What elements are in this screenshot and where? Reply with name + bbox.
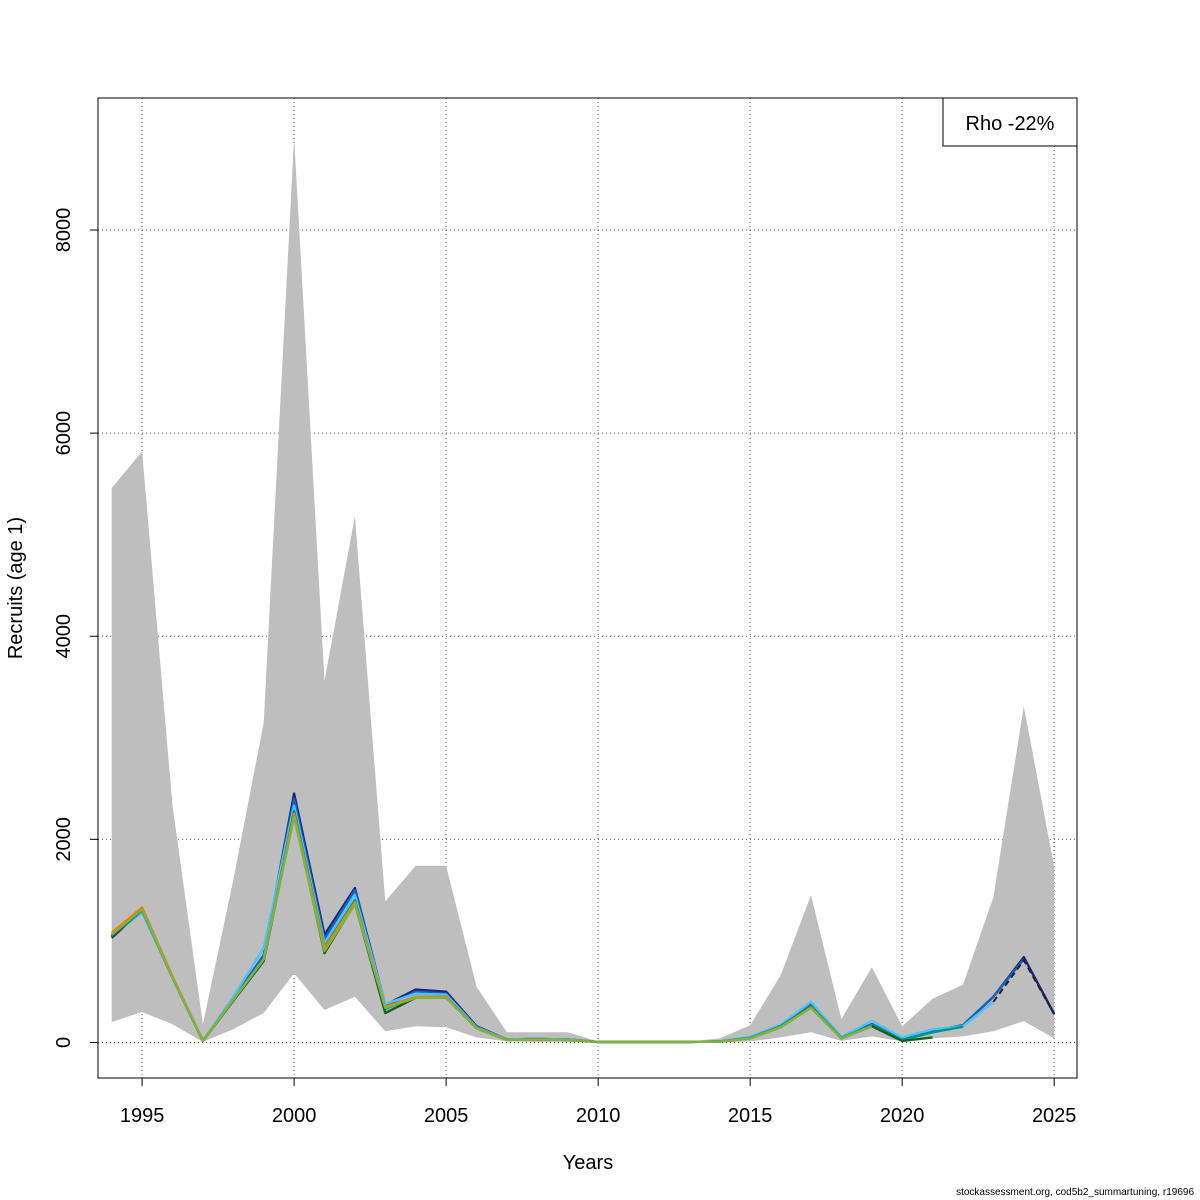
y-tick-label: 6000: [53, 411, 75, 456]
y-tick-label: 8000: [53, 208, 75, 253]
x-tick-label: 2015: [728, 1105, 773, 1127]
footer-credit: stockassessment.org, cod5b2_summartuning…: [956, 1187, 1194, 1198]
y-axis: 0 2000 4000 6000 8000: [53, 208, 98, 1048]
plot-frame: [97, 97, 1078, 1079]
x-tick-label: 2025: [1032, 1105, 1077, 1127]
series-line-7: [110, 815, 873, 1044]
series-lines: [110, 792, 1056, 1044]
x-axis: 1995 2000 2005 2010 2015 2020 2025: [120, 1078, 1077, 1127]
y-axis-label: Recruits (age 1): [5, 517, 27, 659]
confidence-band: [111, 137, 1055, 1043]
x-axis-label: Years: [563, 1152, 613, 1174]
y-tick-label: 4000: [53, 614, 75, 659]
legend-text: Rho -22%: [966, 113, 1055, 135]
x-tick-label: 1995: [120, 1105, 165, 1127]
x-tick-label: 2005: [424, 1105, 469, 1127]
x-tick-label: 2010: [576, 1105, 621, 1127]
y-tick-label: 0: [53, 1037, 75, 1048]
y-tick-label: 2000: [53, 817, 75, 862]
x-tick-label: 2020: [880, 1105, 925, 1127]
legend-box: Rho -22%: [942, 97, 1078, 147]
forecast-line: [992, 958, 1056, 1015]
x-tick-label: 2000: [272, 1105, 317, 1127]
